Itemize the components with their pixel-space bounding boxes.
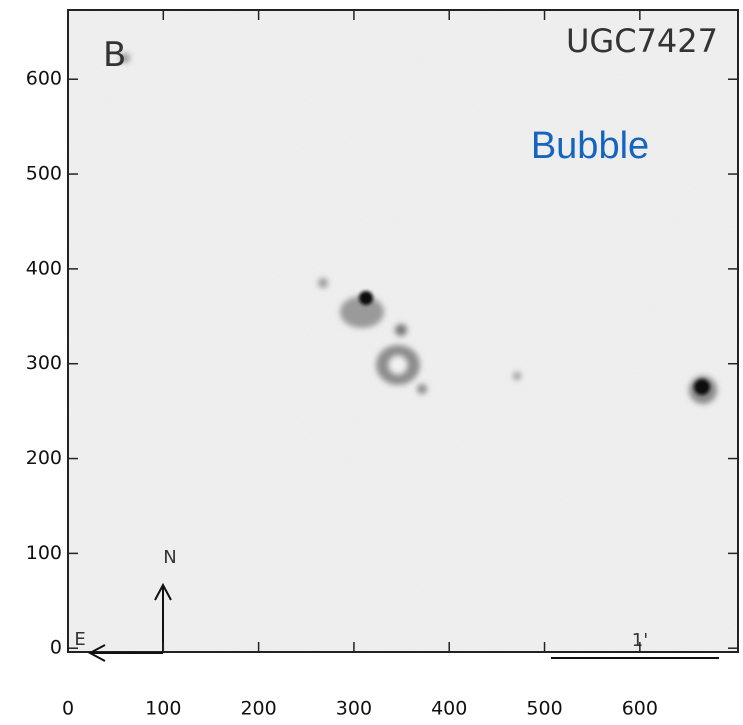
annotation: Bubble xyxy=(531,125,649,167)
x-tick-label: 0 xyxy=(62,698,74,720)
north-label: N xyxy=(163,547,176,568)
x-tick-label: 300 xyxy=(336,698,372,720)
east-label: E xyxy=(74,629,85,650)
x-tick-label: 600 xyxy=(622,698,658,720)
y-tick-label: 100 xyxy=(26,542,62,564)
y-tick-label: 500 xyxy=(26,163,62,185)
chart: B UGC7427 Bubble N E 1' 0100200300400500… xyxy=(0,0,743,725)
y-tick-label: 300 xyxy=(26,352,62,374)
band-label: B xyxy=(103,35,126,75)
y-tick-label: 200 xyxy=(26,447,62,469)
x-tick-label: 100 xyxy=(145,698,181,720)
y-tick-label: 0 xyxy=(50,637,62,659)
x-tick-label: 200 xyxy=(240,698,276,720)
y-tick-label: 600 xyxy=(26,68,62,90)
x-tick-label: 500 xyxy=(526,698,562,720)
object-label: UGC7427 xyxy=(566,22,718,60)
y-tick-label: 400 xyxy=(26,257,62,279)
x-tick-label: 400 xyxy=(431,698,467,720)
